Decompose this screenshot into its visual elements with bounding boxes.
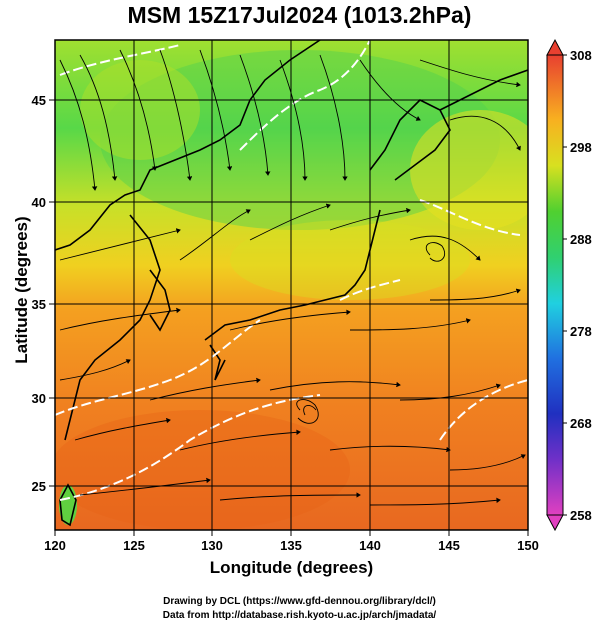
y-tick-label: 40 (32, 195, 46, 210)
axis-ticks (49, 99, 529, 536)
colorbar-tick-label: 278 (570, 324, 592, 339)
colorbar: 308 298 288 278 268 258 (546, 38, 592, 532)
colorbar-tick-label: 258 (570, 508, 592, 523)
y-tick-label: 35 (32, 297, 46, 312)
credit-data: Data from http://database.rish.kyoto-u.a… (162, 610, 437, 621)
x-tick-label: 135 (280, 538, 302, 553)
colorbar-tick-label: 268 (570, 416, 592, 431)
x-tick-label: 140 (359, 538, 381, 553)
x-tick-label: 145 (438, 538, 460, 553)
credit-drawing: Drawing by DCL (https://www.gfd-dennou.o… (163, 596, 436, 607)
x-axis-label: Longitude (degrees) (209, 558, 374, 577)
colorbar-tick-label: 298 (570, 140, 592, 155)
x-tick-label: 120 (44, 538, 66, 553)
y-axis-label: Latitude (degrees) (12, 216, 31, 364)
y-tick-label: 25 (32, 479, 46, 494)
x-tick-label: 150 (517, 538, 539, 553)
x-tick-labels: 120 125 130 135 140 145 150 (44, 538, 539, 553)
colorbar-min-triangle (546, 514, 564, 532)
x-tick-label: 130 (201, 538, 223, 553)
coastlines (55, 40, 528, 527)
y-tick-label: 30 (32, 391, 46, 406)
colorbar-max-triangle (546, 38, 564, 56)
temperature-field (55, 40, 528, 530)
x-tick-label: 125 (123, 538, 145, 553)
y-tick-label: 45 (32, 93, 46, 108)
figure-title: MSM 15Z17Jul2024 (1013.2hPa) (127, 2, 472, 28)
colorbar-tick-label: 288 (570, 232, 592, 247)
graticule (55, 40, 528, 530)
y-tick-labels: 25 30 35 40 45 (32, 93, 46, 494)
colorbar-scale (546, 54, 564, 516)
colorbar-tick-label: 308 (570, 48, 592, 63)
